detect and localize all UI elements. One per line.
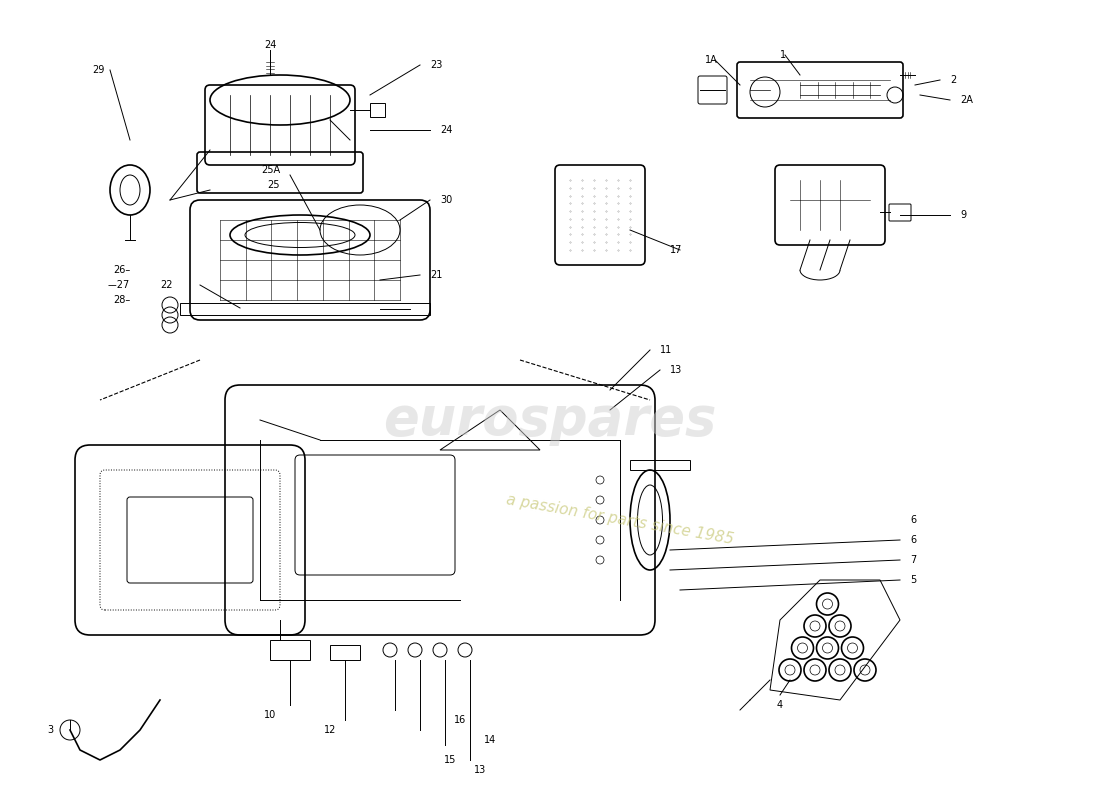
Text: 30: 30 xyxy=(440,195,452,205)
Text: 4: 4 xyxy=(777,700,783,710)
Text: a passion for parts since 1985: a passion for parts since 1985 xyxy=(505,493,735,547)
Text: 6: 6 xyxy=(910,515,916,525)
Bar xyxy=(370,103,385,117)
Text: 25: 25 xyxy=(267,180,280,190)
Text: 12: 12 xyxy=(323,725,337,735)
Text: 23: 23 xyxy=(430,60,442,70)
Text: 10: 10 xyxy=(264,710,276,720)
Text: 2: 2 xyxy=(950,75,956,85)
Text: 2A: 2A xyxy=(960,95,972,105)
Text: ––27: ––27 xyxy=(108,280,130,290)
Text: 29: 29 xyxy=(92,65,104,75)
Text: 9: 9 xyxy=(960,210,966,220)
Text: 7: 7 xyxy=(910,555,916,565)
Bar xyxy=(180,303,430,315)
Text: 11: 11 xyxy=(660,345,672,355)
Text: eurospares: eurospares xyxy=(383,394,717,446)
Text: 16: 16 xyxy=(454,715,466,725)
Text: 25A: 25A xyxy=(261,165,280,175)
Text: 21: 21 xyxy=(430,270,442,280)
Text: 13: 13 xyxy=(474,765,486,775)
Text: 6: 6 xyxy=(910,535,916,545)
Bar xyxy=(270,640,310,660)
Text: 15: 15 xyxy=(443,755,456,765)
Text: 1: 1 xyxy=(780,50,786,60)
Text: 22: 22 xyxy=(160,280,173,290)
Text: 13: 13 xyxy=(670,365,682,375)
Text: 26–: 26– xyxy=(112,265,130,275)
Text: 3: 3 xyxy=(47,725,53,735)
Text: 1A: 1A xyxy=(705,55,717,65)
Text: 28–: 28– xyxy=(112,295,130,305)
Text: 5: 5 xyxy=(910,575,916,585)
Bar xyxy=(630,460,690,470)
Text: 24: 24 xyxy=(264,40,276,50)
Text: 24: 24 xyxy=(440,125,452,135)
Text: 14: 14 xyxy=(484,735,496,745)
Text: 17: 17 xyxy=(670,245,682,255)
Bar xyxy=(330,645,360,660)
